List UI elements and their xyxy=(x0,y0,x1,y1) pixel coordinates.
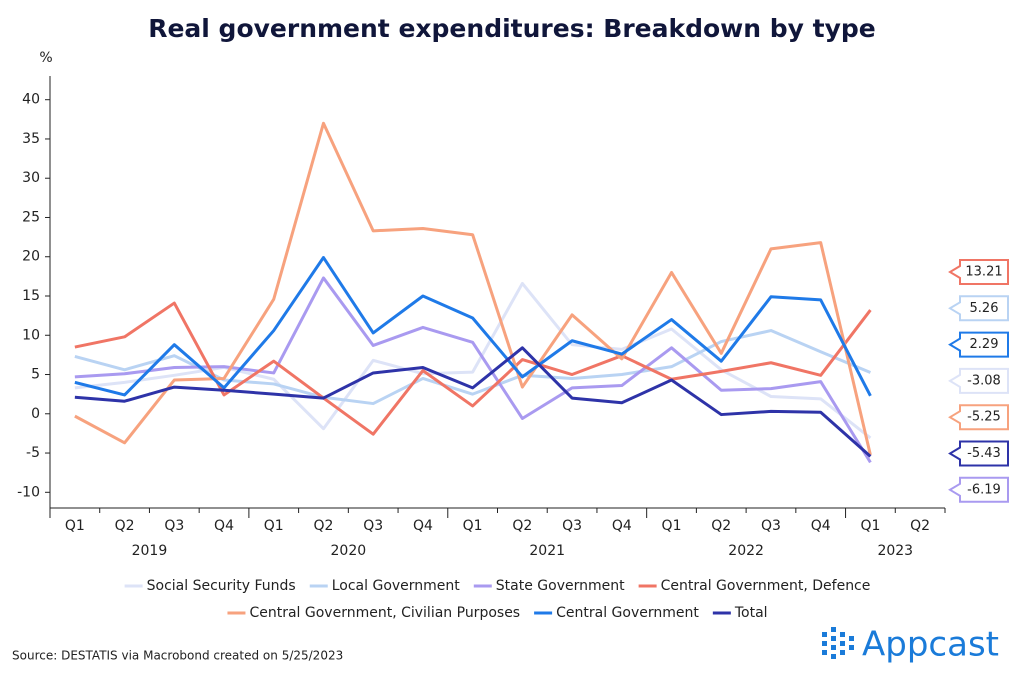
end-label: -5.43 xyxy=(967,446,1001,461)
x-tick-label: Q4 xyxy=(811,518,831,534)
x-tick-label: Q2 xyxy=(314,518,334,534)
y-tick-label: 30 xyxy=(22,170,40,186)
legend-label: Central Government xyxy=(556,605,699,621)
x-tick-label: Q2 xyxy=(910,518,930,534)
legend-label: Social Security Funds xyxy=(147,578,296,594)
source: Source: DESTATIS via Macrobond created o… xyxy=(12,649,343,663)
x-tick-label: Q3 xyxy=(761,518,781,534)
x-tick-label: Q4 xyxy=(612,518,632,534)
series-line xyxy=(74,281,872,440)
legend-row: Social Security Funds Local Government Sta… xyxy=(124,578,871,594)
x-tick-label: Q1 xyxy=(264,518,284,534)
legend-label: Local Government xyxy=(332,578,461,594)
x-tick-label: Q1 xyxy=(463,518,483,534)
y-tick-label: 25 xyxy=(22,209,40,225)
y-tick-label: 20 xyxy=(22,249,40,265)
y-tick-label: 10 xyxy=(22,327,40,343)
series-line xyxy=(74,301,872,436)
x-tick-label: Q2 xyxy=(711,518,731,534)
x-tick-label: Q1 xyxy=(662,518,682,534)
y-tick-label: 40 xyxy=(22,92,40,108)
year-label: 2021 xyxy=(529,543,565,559)
y-unit: % xyxy=(39,50,52,66)
x-tick-label: Q3 xyxy=(562,518,582,534)
x-tick-label: Q1 xyxy=(860,518,880,534)
x-tick-label: Q1 xyxy=(65,518,85,534)
end-label-box xyxy=(948,476,1009,503)
legend-row: Central Government, Civilian Purposes Cen… xyxy=(227,605,768,621)
legend-label: Total xyxy=(734,605,768,621)
end-label-box xyxy=(948,440,1009,467)
y-tick-label: 15 xyxy=(22,288,40,304)
end-label: -3.08 xyxy=(967,373,1001,388)
end-label-box xyxy=(948,259,1009,285)
end-label: 2.29 xyxy=(970,337,999,352)
legend-label: State Government xyxy=(496,578,625,594)
chart-title: Real government expenditures: Breakdown … xyxy=(148,14,876,43)
x-tick-label: Q3 xyxy=(363,518,383,534)
x-tick-label: Q3 xyxy=(164,518,184,534)
y-tick-label: 5 xyxy=(31,367,40,383)
series-line xyxy=(74,121,872,456)
end-label-box xyxy=(948,295,1009,322)
end-label-box xyxy=(948,367,1009,394)
y-tick-label: 0 xyxy=(31,406,40,422)
y-tick-label: -5 xyxy=(26,445,40,461)
end-label: -5.25 xyxy=(967,410,1001,425)
year-label: 2023 xyxy=(877,543,913,559)
year-label: 2020 xyxy=(331,543,367,559)
end-label: 13.21 xyxy=(965,265,1002,280)
year-label: 2022 xyxy=(728,543,764,559)
logo-icon xyxy=(822,627,854,659)
end-label-box xyxy=(948,331,1009,358)
y-tick-label: -10 xyxy=(17,484,40,500)
series-line xyxy=(74,256,872,397)
year-label: 2019 xyxy=(132,543,168,559)
end-label-box xyxy=(948,404,1009,431)
x-tick-label: Q2 xyxy=(512,518,532,534)
end-label: -6.19 xyxy=(967,482,1001,497)
end-label: 5.26 xyxy=(970,301,999,316)
y-tick-label: 35 xyxy=(22,131,40,147)
x-tick-label: Q4 xyxy=(214,518,234,534)
legend-label: Central Government, Defence xyxy=(661,578,871,594)
x-tick-label: Q4 xyxy=(413,518,433,534)
legend-label: Central Government, Civilian Purposes xyxy=(249,605,520,621)
logo: Appcast xyxy=(862,625,999,665)
x-tick-label: Q2 xyxy=(115,518,135,534)
series-line xyxy=(74,346,872,458)
